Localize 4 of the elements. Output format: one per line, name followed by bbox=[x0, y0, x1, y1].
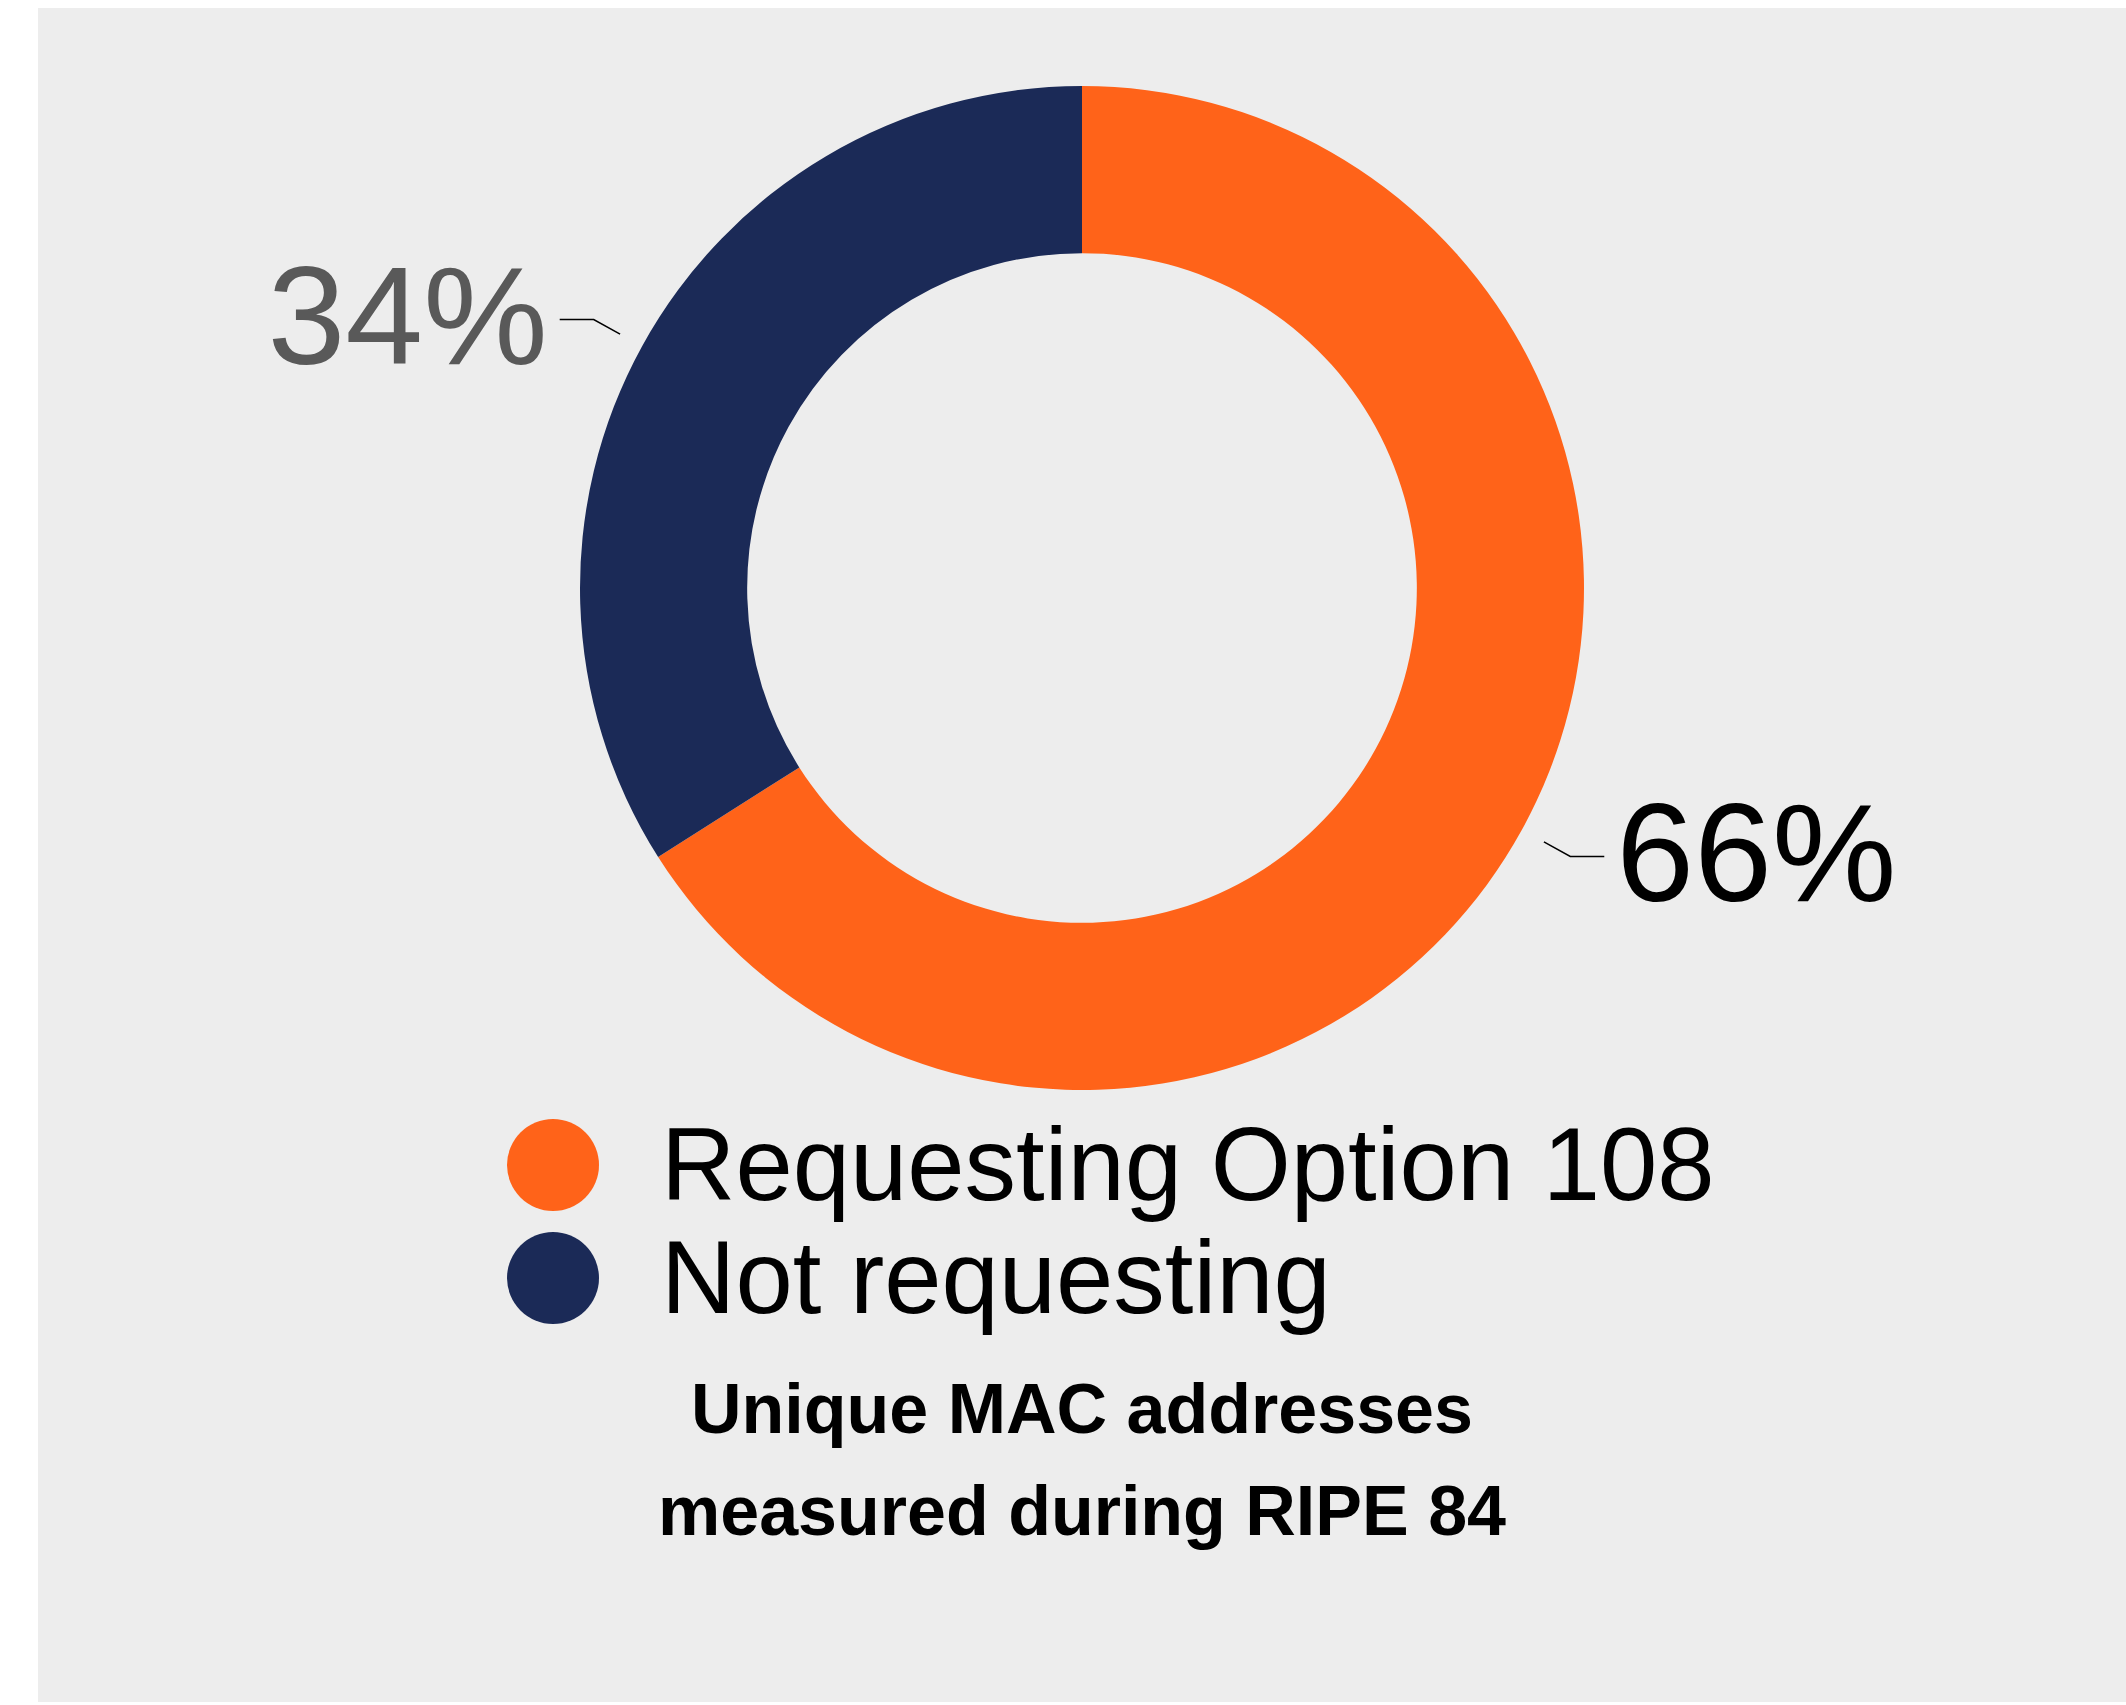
text: Unique MAC addresses measured during RIPE 84 bbox=[656, 1369, 1507, 1552]
data-label: 66% bbox=[1616, 774, 1897, 932]
legend-label: Requesting Option 108 bbox=[661, 1107, 1715, 1222]
data-label: 34% bbox=[267, 237, 548, 395]
